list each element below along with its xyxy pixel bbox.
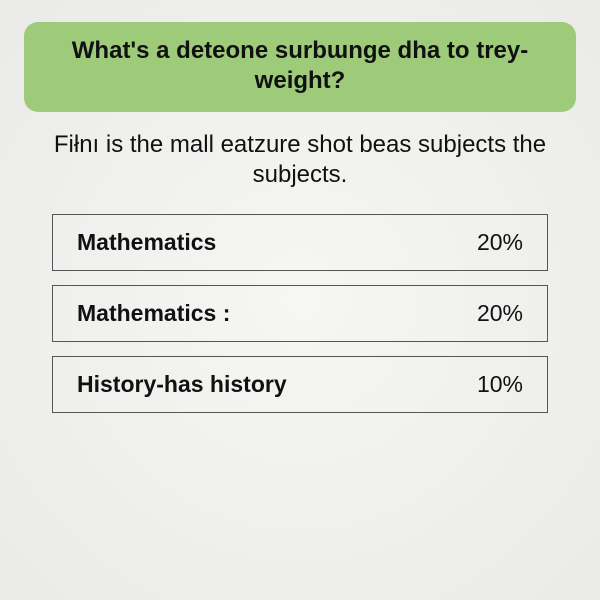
option-value: 10%: [477, 371, 523, 398]
option-label: Mathematics :: [77, 300, 230, 327]
option-row[interactable]: History-has history 10%: [52, 356, 548, 413]
option-label: Mathematics: [77, 229, 216, 256]
option-row[interactable]: Mathematics 20%: [52, 214, 548, 271]
option-value: 20%: [477, 229, 523, 256]
option-label: History-has history: [77, 371, 287, 398]
options-list: Mathematics 20% Mathematics : 20% Histor…: [24, 214, 576, 413]
option-row[interactable]: Mathematics : 20%: [52, 285, 548, 342]
question-text: What's a deteone surbɯnge dha to trey-we…: [72, 37, 528, 94]
question-subtitle: Fiłnı is the mall eatzure shot beas subj…: [52, 130, 548, 190]
question-banner: What's a deteone surbɯnge dha to trey-we…: [24, 22, 576, 112]
option-value: 20%: [477, 300, 523, 327]
